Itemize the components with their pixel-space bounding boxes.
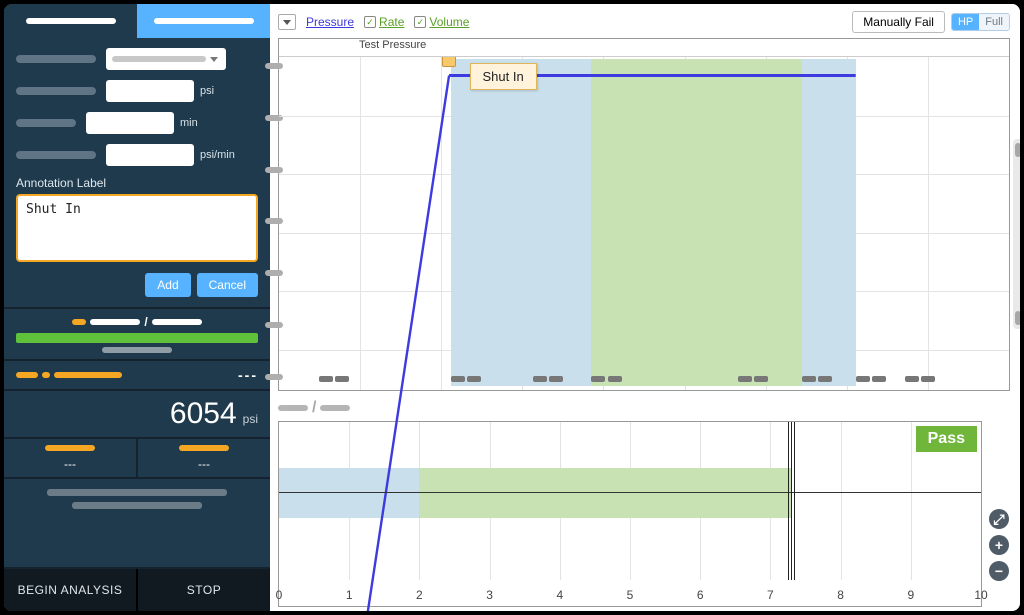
reset-zoom-icon[interactable]: ⤢ [989, 509, 1009, 529]
sidebar: psi min psi/min Annotation Label Add Can… [4, 4, 270, 611]
main-reading-value: 6054 [170, 397, 237, 431]
manually-fail-button[interactable]: Manually Fail [852, 11, 945, 33]
stop-button[interactable]: STOP [138, 569, 270, 611]
chart2-row: Pass 012345678910 ⤢ + − [278, 421, 1010, 607]
field-label [16, 119, 76, 127]
pressure-chart[interactable]: Test Pressure Shut In [278, 38, 1010, 391]
annotation-callout: Shut In [470, 63, 537, 90]
main-area: Pressure ✓ Rate ✓ Volume Manually Fail H… [270, 4, 1020, 611]
unit-psi: psi [194, 85, 238, 97]
rate-input[interactable] [106, 144, 194, 166]
app-root: psi min psi/min Annotation Label Add Can… [0, 0, 1024, 615]
y-axis-slits [265, 63, 275, 380]
zoom-in-icon[interactable]: + [989, 535, 1009, 555]
field-label [16, 151, 96, 159]
annotation-title: Annotation Label [16, 176, 258, 190]
field-label [16, 55, 96, 63]
pressure-input[interactable] [106, 80, 194, 102]
add-button[interactable]: Add [145, 273, 190, 297]
begin-analysis-button[interactable]: BEGIN ANALYSIS [4, 569, 138, 611]
main-reading-unit: psi [243, 412, 258, 426]
time-cursor[interactable] [791, 422, 792, 580]
pass-badge: Pass [916, 426, 977, 452]
legend-rate[interactable]: ✓ Rate [364, 15, 404, 29]
annotation-section: Annotation Label Add Cancel [4, 176, 270, 307]
gauge-stack: / --- 6054 psi --- --- [4, 307, 270, 567]
mid-label: / [278, 397, 1010, 421]
analysis-chart[interactable]: Pass 012345678910 [278, 421, 982, 607]
dropdown-field[interactable] [106, 48, 226, 70]
time-input[interactable] [86, 112, 174, 134]
view-toggle[interactable]: HP Full [951, 13, 1010, 31]
chart-legend: Pressure ✓ Rate ✓ Volume [278, 14, 469, 30]
annotation-input[interactable] [16, 194, 258, 262]
config-form: psi min psi/min [4, 38, 270, 176]
unit-psimin: psi/min [194, 149, 238, 161]
checkbox-icon: ✓ [414, 16, 426, 28]
topbar: Pressure ✓ Rate ✓ Volume Manually Fail H… [278, 10, 1010, 34]
checkbox-icon: ✓ [364, 16, 376, 28]
bottom-buttons: BEGIN ANALYSIS STOP [4, 567, 270, 611]
sidebar-tab-1[interactable] [4, 4, 137, 38]
field-label [16, 87, 96, 95]
zoom-out-icon[interactable]: − [989, 561, 1009, 581]
sidebar-tab-2[interactable] [137, 4, 270, 38]
sidebar-tabs [4, 4, 270, 38]
legend-volume[interactable]: ✓ Volume [414, 15, 469, 29]
legend-dropdown[interactable] [278, 14, 296, 30]
cancel-button[interactable]: Cancel [197, 273, 258, 297]
legend-pressure[interactable]: Pressure [306, 15, 354, 29]
unit-min: min [174, 117, 218, 129]
chart1-title: Test Pressure [279, 39, 1009, 57]
chart2-controls: ⤢ + − [988, 421, 1010, 607]
gauge-dashes: --- [238, 367, 258, 383]
y2-scrollbar[interactable] [1013, 139, 1023, 329]
